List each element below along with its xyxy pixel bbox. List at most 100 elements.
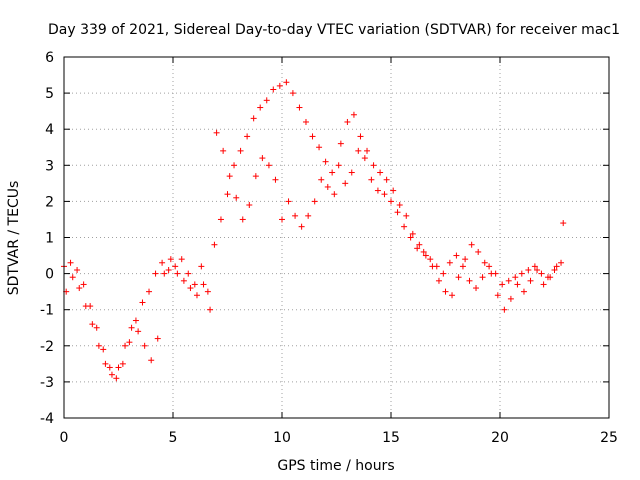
data-point — [374, 187, 381, 194]
data-point — [368, 176, 375, 183]
data-point — [154, 335, 161, 342]
data-point — [435, 277, 442, 284]
data-point — [316, 144, 323, 151]
data-point — [403, 212, 410, 219]
data-point — [298, 223, 305, 230]
data-point — [514, 281, 521, 288]
axis-ticks: 0 5 10 15 20 25 -4 -3 -2 -1 0 1 2 3 4 5 6 — [40, 50, 618, 446]
data-point — [558, 259, 565, 266]
data-point — [161, 270, 168, 277]
data-point — [396, 202, 403, 209]
data-point — [279, 216, 285, 223]
x-axis-title: GPS time / hours — [277, 458, 394, 474]
data-point — [115, 364, 122, 371]
data-point — [377, 169, 384, 176]
data-point — [246, 202, 253, 209]
data-point — [520, 288, 527, 295]
data-point — [311, 198, 318, 205]
data-point — [74, 266, 81, 273]
data-point — [270, 86, 277, 93]
data-point — [350, 111, 357, 118]
x-tick-label: 25 — [600, 430, 618, 446]
data-point — [357, 133, 364, 140]
data-point — [165, 266, 172, 273]
data-point — [272, 176, 279, 183]
data-point — [211, 241, 218, 248]
data-point — [289, 90, 296, 97]
y-tick-label: 2 — [45, 194, 54, 210]
data-point — [265, 162, 272, 169]
data-point — [207, 306, 214, 313]
data-point — [538, 270, 545, 277]
data-point — [213, 129, 220, 136]
data-point — [540, 281, 547, 288]
data-point — [414, 245, 421, 252]
data-point — [416, 241, 423, 248]
data-point — [370, 162, 377, 169]
data-point — [309, 133, 316, 140]
data-point — [305, 212, 312, 219]
y-tick-label: 6 — [45, 50, 54, 66]
data-point — [108, 371, 115, 378]
data-point — [204, 288, 211, 295]
data-point — [106, 364, 113, 371]
data-point — [185, 270, 192, 277]
data-point — [128, 324, 135, 331]
data-point — [331, 191, 338, 198]
data-point — [141, 342, 148, 349]
data-point — [69, 274, 76, 281]
data-point — [473, 285, 480, 292]
y-tick-label: -3 — [40, 375, 54, 391]
data-point — [479, 274, 486, 281]
data-point — [531, 263, 538, 270]
data-point — [560, 220, 567, 227]
data-point — [257, 104, 264, 111]
data-point — [200, 281, 207, 288]
data-point — [381, 191, 388, 198]
data-point — [217, 216, 224, 223]
data-point — [335, 162, 342, 169]
y-tick-label: 4 — [45, 122, 54, 138]
data-point — [146, 288, 153, 295]
data-point — [453, 252, 460, 259]
data-point — [285, 198, 292, 205]
data-point — [355, 147, 362, 154]
data-point — [427, 256, 434, 263]
data-point — [283, 79, 290, 86]
chart-title: Day 339 of 2021, Sidereal Day-to-day VTE… — [48, 22, 620, 38]
data-point — [449, 292, 456, 299]
data-point — [259, 155, 266, 162]
data-point — [93, 324, 100, 331]
data-point — [324, 183, 331, 190]
data-point — [80, 281, 87, 288]
x-tick-label: 0 — [60, 430, 69, 446]
data-point — [180, 277, 187, 284]
data-point — [440, 270, 447, 277]
data-marks — [61, 79, 567, 382]
data-point — [494, 292, 501, 299]
data-point — [113, 375, 120, 382]
data-point — [119, 360, 126, 367]
data-point — [252, 173, 259, 180]
data-point — [429, 263, 436, 270]
data-point — [462, 256, 469, 263]
data-point — [126, 339, 133, 346]
data-point — [191, 281, 198, 288]
data-point — [122, 342, 129, 349]
data-point — [132, 317, 139, 324]
plot-frame — [63, 56, 610, 419]
data-point — [501, 306, 508, 313]
data-point — [518, 270, 525, 277]
y-tick-label: 0 — [45, 267, 54, 283]
data-point — [67, 259, 74, 266]
data-point — [390, 187, 397, 194]
data-point — [420, 248, 427, 255]
data-point — [233, 194, 240, 201]
data-point — [329, 169, 336, 176]
data-point — [135, 328, 142, 335]
data-point — [152, 270, 159, 277]
data-point — [302, 118, 309, 125]
y-tick-label: -1 — [40, 303, 54, 319]
data-point — [422, 252, 429, 259]
data-point — [481, 259, 488, 266]
